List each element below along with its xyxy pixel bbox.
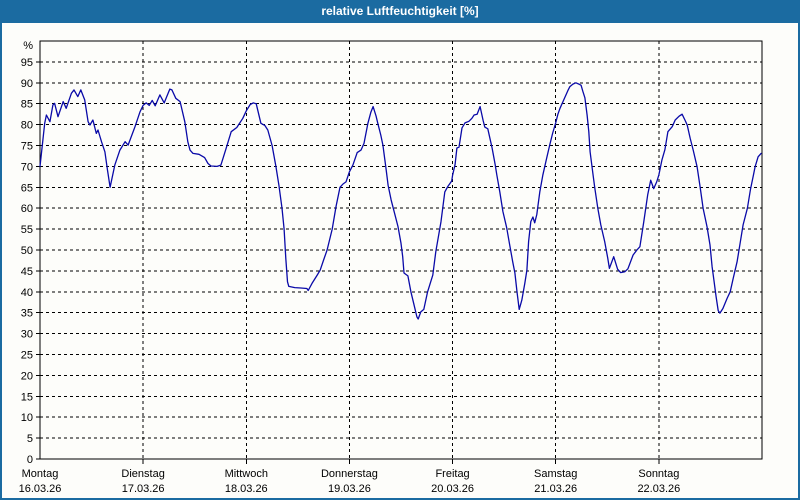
date-label: 20.03.26: [431, 483, 474, 495]
y-tick-label: 50: [21, 245, 33, 257]
date-label: 22.03.26: [637, 483, 680, 495]
y-tick-label: 5: [27, 433, 33, 445]
plot-frame: [39, 40, 763, 460]
day-label: Dienstag: [121, 468, 164, 480]
y-tick-label: 85: [21, 99, 33, 111]
date-label: 17.03.26: [122, 483, 165, 495]
y-tick-label: 35: [21, 308, 33, 320]
y-tick-label: 80: [21, 120, 33, 132]
y-tick-label: 15: [21, 391, 33, 403]
window-titlebar: relative Luftfeuchtigkeit [%]: [0, 0, 800, 23]
day-label: Samstag: [534, 468, 577, 480]
date-label: 19.03.26: [328, 483, 371, 495]
window-title: relative Luftfeuchtigkeit [%]: [321, 4, 479, 18]
date-label: 21.03.26: [534, 483, 577, 495]
y-tick-label: 0: [27, 454, 33, 466]
y-tick-label: 75: [21, 141, 33, 153]
humidity-series-line: [39, 82, 762, 320]
day-label: Sonntag: [638, 468, 679, 480]
y-tick-label: 60: [21, 203, 33, 215]
y-tick-label: 20: [21, 370, 33, 382]
y-tick-label: 95: [21, 57, 33, 69]
y-tick-label: 70: [21, 161, 33, 173]
y-tick-label: 55: [21, 224, 33, 236]
day-label: Montag: [22, 468, 59, 480]
y-axis-unit-label: %: [23, 40, 33, 52]
date-label: 16.03.26: [19, 483, 62, 495]
y-tick-label: 45: [21, 266, 33, 278]
y-tick-label: 65: [21, 182, 33, 194]
day-label: Freitag: [435, 468, 469, 480]
date-label: 18.03.26: [225, 483, 268, 495]
y-tick-label: 25: [21, 350, 33, 362]
y-tick-label: 40: [21, 287, 33, 299]
y-tick-label: 90: [21, 78, 33, 90]
day-label: Donnerstag: [321, 468, 378, 480]
y-tick-label: 30: [21, 329, 33, 341]
day-label: Mittwoch: [225, 468, 268, 480]
y-tick-label: 10: [21, 412, 33, 424]
